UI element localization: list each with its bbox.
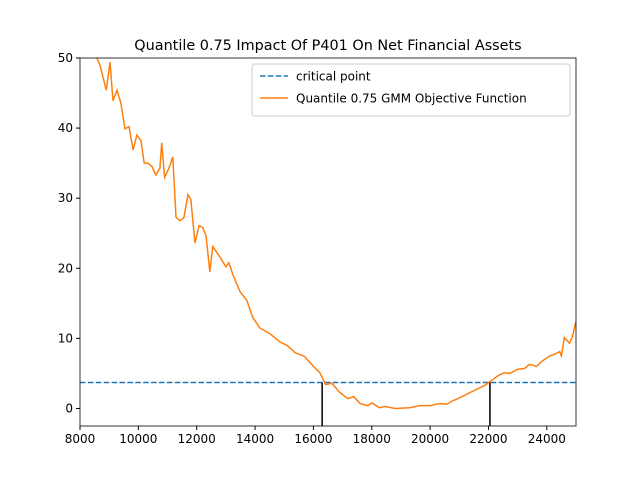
x-tick-label: 14000	[236, 432, 274, 446]
x-tick-label: 10000	[119, 432, 157, 446]
legend-label: critical point	[296, 70, 371, 84]
y-tick-label: 0	[65, 401, 73, 415]
y-tick-label: 50	[58, 51, 73, 65]
data-line	[96, 58, 576, 410]
x-tick-label: 24000	[528, 432, 566, 446]
x-tick-label: 8000	[65, 432, 96, 446]
x-tick-label: 22000	[469, 432, 507, 446]
axes-frame	[79, 57, 577, 427]
y-tick-label: 20	[58, 261, 73, 275]
legend-box	[251, 63, 571, 117]
y-tick-label: 30	[58, 191, 73, 205]
y-tick-label: 40	[58, 121, 73, 135]
x-tick-label: 16000	[294, 432, 332, 446]
chart-title: Quantile 0.75 Impact Of P401 On Net Fina…	[134, 38, 521, 54]
x-tick-label: 18000	[353, 432, 391, 446]
plot-area	[80, 58, 576, 426]
x-tick-label: 20000	[411, 432, 449, 446]
x-tick-label: 12000	[178, 432, 216, 446]
y-tick-label: 10	[58, 331, 73, 345]
legend-label: Quantile 0.75 GMM Objective Function	[296, 92, 527, 106]
